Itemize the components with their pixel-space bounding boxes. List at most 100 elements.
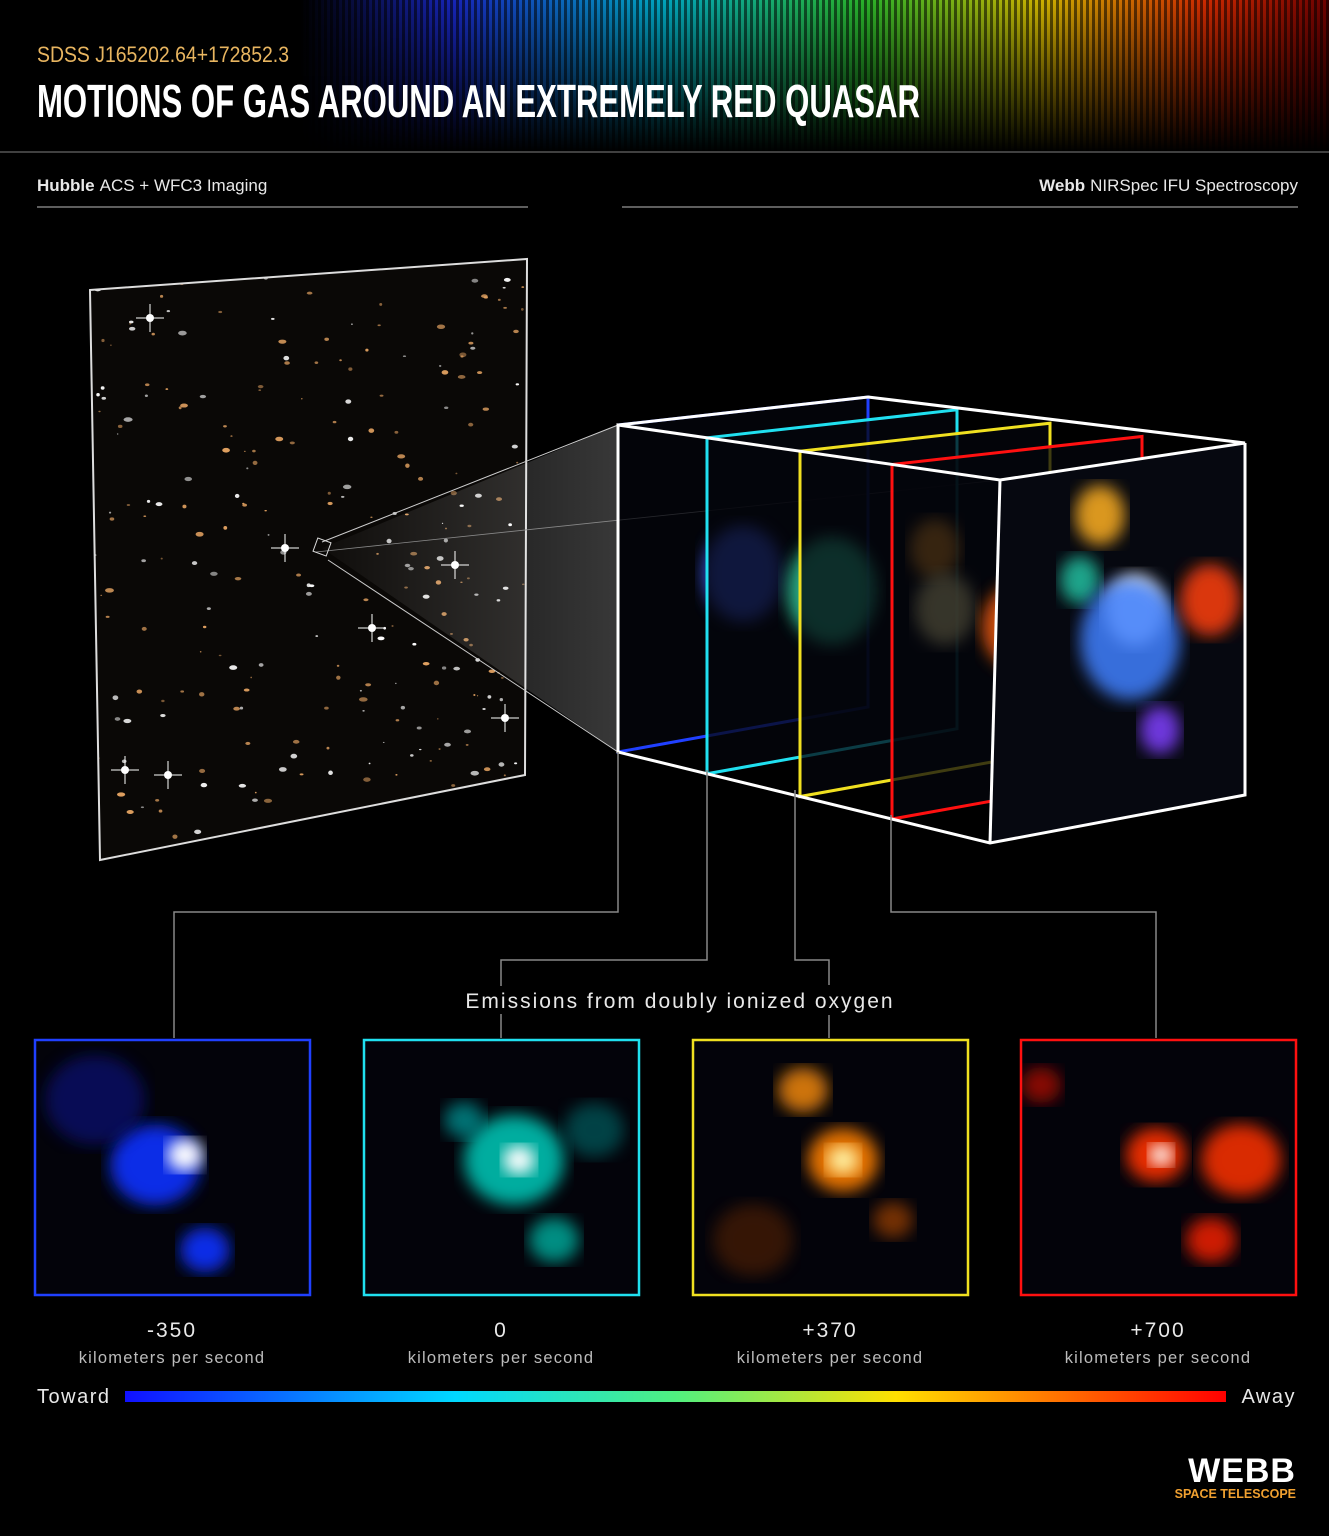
galaxy: [441, 370, 449, 375]
galaxy: [126, 810, 134, 815]
panel-frame: [33, 1038, 312, 1297]
galaxy: [463, 729, 472, 734]
galaxy: [468, 422, 474, 427]
front-emission: [1140, 706, 1180, 754]
galaxy: [347, 436, 354, 442]
galaxy: [514, 762, 518, 765]
galaxy: [481, 294, 488, 298]
galaxy: [182, 504, 187, 509]
panel-emission: [444, 1102, 624, 1263]
galaxy: [270, 317, 275, 320]
galaxy: [410, 754, 414, 757]
galaxy: [473, 694, 476, 696]
galaxy: [516, 461, 519, 464]
galaxy: [498, 762, 505, 767]
galaxy: [365, 348, 369, 352]
galaxy: [299, 773, 304, 776]
caption: Emissions from doubly ionized oxygen: [465, 990, 894, 1013]
galaxy: [453, 666, 461, 671]
galaxy: [218, 310, 223, 314]
galaxy: [180, 403, 188, 408]
galaxy: [223, 425, 227, 428]
galaxy: [140, 806, 145, 809]
galaxy: [468, 341, 474, 345]
galaxy: [379, 394, 384, 397]
galaxy: [128, 326, 136, 331]
galaxy: [136, 689, 143, 694]
galaxy: [151, 332, 155, 336]
galaxy: [328, 770, 333, 776]
galaxy: [520, 308, 524, 311]
header-subtitle: SDSS J165202.64+172852.3: [37, 42, 289, 67]
galaxy: [230, 435, 233, 437]
galaxy: [377, 636, 385, 641]
galaxy: [365, 683, 372, 687]
velocity-value: 0: [494, 1319, 508, 1342]
galaxy: [292, 739, 300, 744]
velocity-value: +700: [1130, 1319, 1185, 1342]
galaxy: [412, 642, 417, 646]
galaxy: [395, 774, 398, 776]
galaxy: [233, 706, 240, 711]
galaxy: [503, 774, 506, 777]
galaxy: [144, 394, 148, 397]
galaxy: [482, 407, 490, 411]
galaxy: [483, 767, 491, 772]
emission-blob: [529, 1217, 579, 1263]
galaxy: [159, 294, 164, 298]
galaxy: [129, 323, 132, 325]
galaxy: [441, 666, 447, 670]
galaxy: [202, 625, 207, 629]
galaxy: [264, 509, 267, 512]
galaxy: [511, 444, 518, 449]
galaxy: [438, 748, 441, 750]
zoom-line: [327, 559, 619, 753]
emission-blob: [1201, 1124, 1281, 1196]
galaxy: [223, 525, 228, 530]
galaxy: [218, 654, 222, 657]
emission-blob: [778, 1067, 828, 1113]
emission-blob: [180, 1227, 230, 1273]
front-emission: [1075, 485, 1125, 545]
galaxy: [155, 798, 160, 802]
galaxy: [336, 675, 341, 680]
galaxy: [296, 573, 302, 577]
galaxy: [141, 559, 146, 563]
galaxy: [143, 515, 147, 517]
galaxy: [101, 396, 107, 400]
header-title: MOTIONS OF GAS AROUND AN EXTREMELY RED Q…: [37, 75, 920, 127]
emission-blob: [1149, 1144, 1173, 1166]
galaxy: [289, 441, 295, 445]
galaxy: [158, 809, 163, 813]
galaxy: [306, 583, 311, 588]
emission-blob: [167, 1138, 203, 1172]
galaxy: [341, 495, 345, 498]
galaxy: [252, 798, 258, 802]
galaxy: [513, 329, 519, 334]
panels: -350 kilometers per second 0 kilometers per…: [33, 1038, 1298, 1367]
galaxy: [278, 339, 287, 344]
galaxy: [327, 501, 333, 506]
galaxy: [191, 561, 198, 566]
galaxy: [105, 615, 110, 618]
galaxy: [252, 460, 258, 465]
galaxy: [96, 392, 100, 397]
galaxy: [250, 676, 253, 679]
galaxy: [141, 626, 147, 631]
galaxy: [184, 476, 193, 482]
galaxy: [278, 767, 287, 772]
galaxy: [324, 706, 329, 710]
galaxy: [110, 344, 112, 346]
galaxy: [351, 323, 353, 325]
emission-blob: [1186, 1217, 1236, 1263]
galaxy: [239, 706, 244, 710]
galaxy: [402, 355, 407, 358]
connector: [173, 752, 619, 1038]
left-section-label: Hubble ACS + WFC3 Imaging: [37, 176, 267, 195]
galaxy: [362, 710, 365, 712]
galaxy: [178, 330, 187, 336]
velocity-unit: kilometers per second: [79, 1349, 266, 1367]
galaxy: [339, 359, 342, 362]
zoom-box: [312, 537, 332, 557]
